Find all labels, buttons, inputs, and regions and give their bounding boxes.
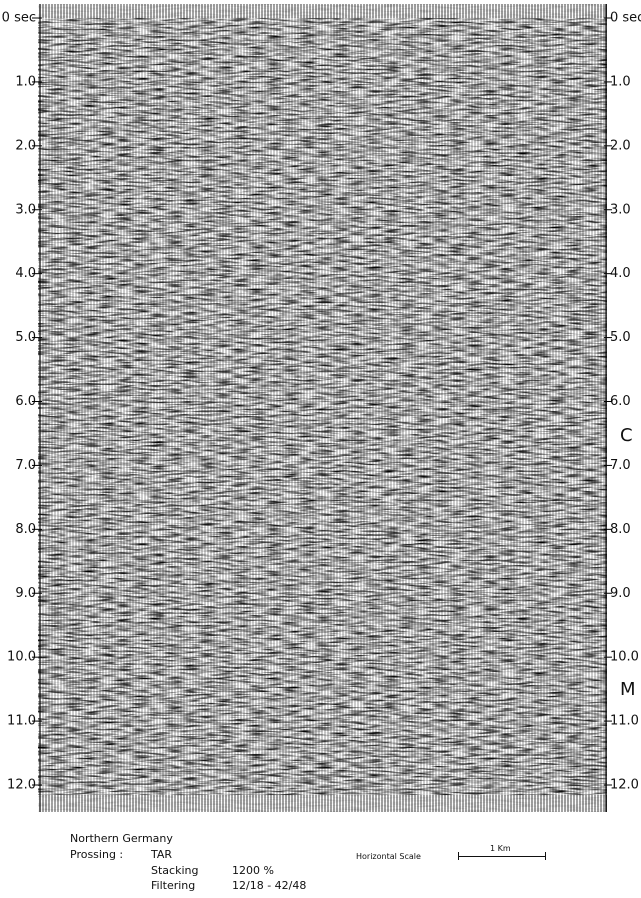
time-label-right: 7.0 bbox=[610, 458, 631, 473]
time-label-right: 4.0 bbox=[610, 266, 631, 281]
time-label-right: 8.0 bbox=[610, 522, 631, 537]
time-label-left: 12.0 bbox=[7, 778, 36, 793]
page: C M 0 sec0 sec1.01.02.02.03.03.04.04.05.… bbox=[0, 0, 641, 898]
marker-m: M bbox=[620, 679, 636, 700]
time-label-right: 6.0 bbox=[610, 394, 631, 409]
time-label-right: 3.0 bbox=[610, 202, 631, 217]
time-label-right: 0 sec bbox=[610, 11, 641, 26]
row-value: 12/18 - 42/48 bbox=[232, 879, 306, 892]
processing-value: TAR bbox=[151, 848, 172, 861]
time-label-right: 2.0 bbox=[610, 138, 631, 153]
top-strip bbox=[38, 4, 607, 18]
marker-c: C bbox=[620, 425, 633, 446]
region: Northern Germany bbox=[70, 832, 173, 845]
time-label-right: 11.0 bbox=[610, 714, 639, 729]
row-label: Filtering bbox=[151, 879, 195, 892]
time-label-right: 9.0 bbox=[610, 586, 631, 601]
scale-ends bbox=[458, 852, 546, 860]
time-label-left: 11.0 bbox=[7, 714, 36, 729]
scale-length: 1 Km bbox=[490, 844, 511, 853]
row-value: 1200 % bbox=[232, 864, 274, 877]
time-label-right: 10.0 bbox=[610, 650, 639, 665]
time-label-right: 1.0 bbox=[610, 74, 631, 89]
row-label: Stacking bbox=[151, 864, 198, 877]
bottom-strip bbox=[38, 795, 607, 812]
time-label-left: 10.0 bbox=[7, 650, 36, 665]
scale-label: Horizontal Scale bbox=[356, 852, 421, 861]
time-label-right: 5.0 bbox=[610, 330, 631, 345]
time-label-right: 12.0 bbox=[610, 778, 639, 793]
time-label-left: 0 sec bbox=[2, 11, 36, 26]
processing-label: Prossing : bbox=[70, 848, 123, 861]
reflection-texture bbox=[38, 4, 607, 812]
